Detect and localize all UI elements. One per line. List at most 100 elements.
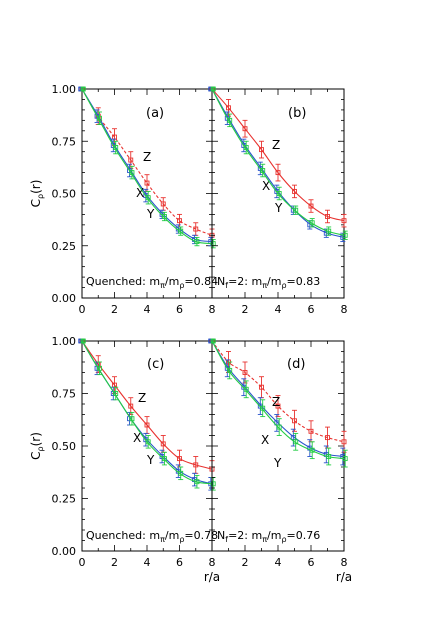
x-tick-label: 4	[144, 556, 151, 569]
data-point	[243, 140, 249, 155]
data-point	[193, 456, 199, 474]
x-tick-label: 6	[308, 556, 315, 569]
data-point	[326, 447, 332, 466]
x-tick-label: 2	[242, 303, 249, 316]
data-point	[292, 409, 297, 432]
data-point	[96, 361, 102, 376]
series-label-X: X	[262, 179, 270, 193]
x-tick-label: 8	[209, 556, 216, 569]
y-tick-label: 0.75	[52, 135, 77, 148]
data-point	[161, 451, 167, 466]
x-tick-label: 2	[111, 556, 118, 569]
data-point	[145, 435, 151, 449]
data-point	[259, 376, 264, 399]
data-point	[293, 432, 299, 451]
data-point	[80, 338, 86, 344]
series-Y	[80, 338, 216, 491]
mass-ratio-annotation: Quenched: mπ/mρ=0.84	[86, 275, 218, 290]
series-label-X: X	[261, 433, 269, 447]
data-point	[308, 420, 314, 443]
x-tick-label: 4	[275, 556, 282, 569]
series-label-Z: Z	[272, 395, 280, 409]
data-point	[210, 338, 216, 344]
x-axis-title: r/a	[204, 570, 220, 584]
data-point	[308, 199, 314, 213]
data-point	[178, 226, 184, 236]
x-tick-label: 8	[341, 556, 348, 569]
y-tick-label: 0.25	[52, 240, 77, 253]
data-point	[342, 230, 348, 240]
x-tick-label: 6	[308, 303, 315, 316]
y-axis-title: Cρ(r)	[29, 180, 45, 208]
panel-b: 2 4 6 8 (b) Nf=2: mπ/mρ=0.83 Z XY	[208, 86, 348, 316]
data-point	[129, 411, 135, 426]
panel-label: (b)	[288, 106, 306, 121]
mass-ratio-annotation: Nf=2: mπ/mρ=0.76	[217, 529, 320, 544]
x-axis-title: r/a	[336, 570, 352, 584]
data-point	[325, 426, 330, 449]
data-point	[341, 430, 347, 453]
data-point	[145, 190, 151, 205]
data-point	[160, 197, 166, 211]
data-point	[144, 416, 150, 434]
fit-curve	[211, 340, 345, 443]
x-tick-label: 6	[176, 556, 183, 569]
y-tick-label: 0.00	[52, 545, 77, 558]
series-label-X: X	[133, 431, 141, 445]
series-label-Z: Z	[143, 150, 151, 164]
x-tick-label: 2	[111, 303, 118, 316]
panel-label: (a)	[146, 106, 164, 121]
data-point	[341, 213, 347, 228]
x-tick-label: 6	[176, 303, 183, 316]
series-label-Y: Y	[146, 453, 155, 467]
data-point	[326, 226, 332, 236]
data-point	[275, 163, 281, 182]
data-point	[276, 186, 282, 201]
data-point	[309, 218, 315, 228]
fit-curve	[81, 88, 213, 245]
fit-curve	[211, 88, 345, 236]
data-point	[96, 111, 102, 125]
data-point	[227, 361, 233, 380]
data-point	[194, 236, 200, 247]
data-point	[113, 386, 119, 401]
data-point	[129, 165, 135, 180]
data-point	[293, 205, 299, 215]
data-point	[276, 418, 282, 436]
data-point	[275, 395, 281, 418]
y-tick-label: 0.50	[52, 440, 77, 453]
data-point	[259, 140, 264, 159]
data-point	[325, 209, 330, 224]
mass-ratio-annotation: Quenched: mπ/mρ=0.78	[86, 529, 218, 544]
series-label-Z: Z	[272, 138, 280, 152]
fit-curve	[211, 340, 345, 458]
series-Y	[210, 86, 348, 240]
fit-curve	[81, 88, 213, 236]
x-tick-label: 4	[144, 303, 151, 316]
series-label-X: X	[136, 186, 144, 200]
y-tick-label: 0.00	[52, 292, 77, 305]
panel-label: (c)	[147, 357, 164, 372]
data-point	[161, 211, 167, 222]
x-tick-label: 0	[79, 303, 86, 316]
data-point	[342, 449, 348, 468]
panel-c: 0 2 4 6 8 0.00 0.25 0.50 0.75 1.00 Cρ(r) r/a (c) Quen…	[29, 335, 220, 584]
y-tick-label: 0.50	[52, 188, 77, 201]
data-point	[178, 466, 184, 481]
x-tick-label: 8	[341, 303, 348, 316]
x-tick-label: 2	[242, 556, 249, 569]
data-point	[113, 140, 119, 155]
data-point	[292, 184, 297, 199]
data-point	[193, 222, 199, 236]
x-tick-label: 8	[209, 303, 216, 316]
series-label-Z: Z	[138, 391, 146, 405]
data-point	[260, 163, 266, 178]
series-label-Y: Y	[273, 456, 282, 470]
y-tick-label: 0.25	[52, 493, 77, 506]
data-point	[242, 361, 248, 384]
fit-curve	[81, 340, 213, 485]
data-point	[227, 113, 233, 128]
y-tick-label: 1.00	[52, 83, 77, 96]
